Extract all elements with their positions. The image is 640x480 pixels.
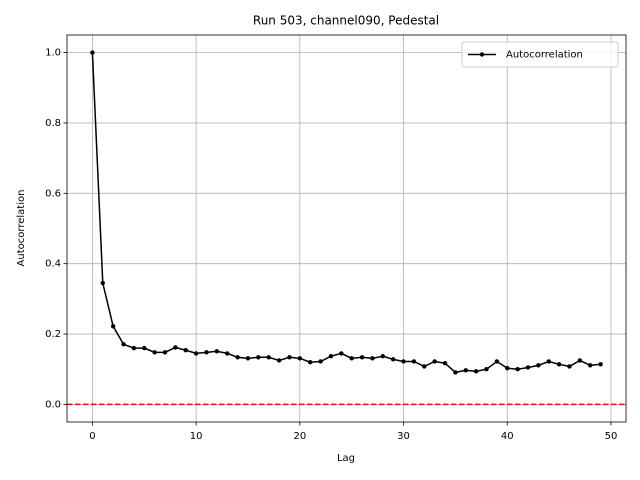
data-point bbox=[401, 359, 406, 364]
y-tick-label: 0.0 bbox=[45, 399, 61, 410]
data-point bbox=[442, 361, 448, 366]
x-tick-label: 20 bbox=[293, 431, 306, 442]
x-tick-label: 0 bbox=[89, 431, 95, 442]
data-point bbox=[473, 369, 479, 374]
y-tick-label: 0.2 bbox=[45, 329, 61, 340]
data-point bbox=[183, 348, 188, 353]
y-tick-label: 0.8 bbox=[45, 118, 61, 129]
x-tick-label: 50 bbox=[605, 431, 618, 442]
data-point bbox=[390, 357, 396, 362]
data-point bbox=[318, 359, 323, 364]
data-point bbox=[349, 356, 354, 361]
data-point bbox=[328, 354, 334, 359]
data-point bbox=[370, 356, 375, 361]
data-point bbox=[162, 350, 168, 355]
data-point bbox=[453, 370, 458, 375]
data-point bbox=[339, 351, 344, 356]
data-point bbox=[494, 359, 500, 364]
data-point bbox=[173, 345, 178, 350]
data-point bbox=[567, 364, 572, 369]
data-point bbox=[214, 349, 220, 354]
y-tick-label: 0.6 bbox=[45, 188, 61, 199]
data-point bbox=[411, 359, 417, 364]
data-point bbox=[588, 363, 593, 368]
data-point bbox=[256, 355, 261, 360]
data-point bbox=[484, 367, 489, 372]
data-point bbox=[422, 364, 427, 369]
data-point bbox=[556, 362, 562, 367]
data-point bbox=[235, 355, 240, 360]
data-point bbox=[193, 351, 199, 356]
legend: Autocorrelation bbox=[461, 41, 619, 68]
x-tick-label: 10 bbox=[190, 431, 203, 442]
data-point bbox=[121, 342, 126, 347]
data-point bbox=[525, 365, 531, 370]
data-point bbox=[359, 355, 365, 360]
legend-box bbox=[461, 41, 619, 68]
y-axis-label: Autocorrelation bbox=[16, 190, 27, 267]
data-point bbox=[546, 359, 551, 364]
data-point bbox=[245, 356, 251, 361]
data-point bbox=[598, 362, 603, 367]
data-point bbox=[432, 359, 437, 364]
data-point bbox=[142, 345, 147, 351]
x-axis-label: Lag bbox=[337, 453, 355, 464]
y-tick-label: 0.4 bbox=[45, 259, 61, 270]
series-line bbox=[91, 52, 601, 374]
data-point bbox=[463, 368, 468, 373]
legend-marker bbox=[479, 52, 485, 57]
legend-label: Autocorrelation bbox=[506, 50, 583, 61]
data-point bbox=[266, 355, 271, 360]
data-point bbox=[204, 350, 209, 355]
data-point bbox=[110, 324, 116, 329]
data-point bbox=[152, 350, 157, 355]
data-point bbox=[297, 356, 303, 361]
data-point bbox=[380, 354, 385, 359]
data-point bbox=[287, 355, 292, 360]
data-point bbox=[276, 358, 282, 363]
x-tick-label: 40 bbox=[501, 431, 514, 442]
data-point bbox=[536, 363, 541, 368]
y-tick-label: 1.0 bbox=[45, 48, 61, 59]
data-point bbox=[100, 280, 105, 286]
plot-frame bbox=[66, 34, 627, 423]
chart-title: Run 503, channel090, Pedestal bbox=[253, 14, 439, 28]
data-point bbox=[515, 367, 520, 372]
data-point bbox=[90, 50, 95, 55]
data-point bbox=[577, 358, 583, 363]
x-tick-label: 30 bbox=[397, 431, 410, 442]
data-point bbox=[505, 365, 510, 371]
data-point bbox=[308, 359, 313, 365]
data-point bbox=[225, 351, 230, 356]
data-point bbox=[131, 345, 137, 351]
